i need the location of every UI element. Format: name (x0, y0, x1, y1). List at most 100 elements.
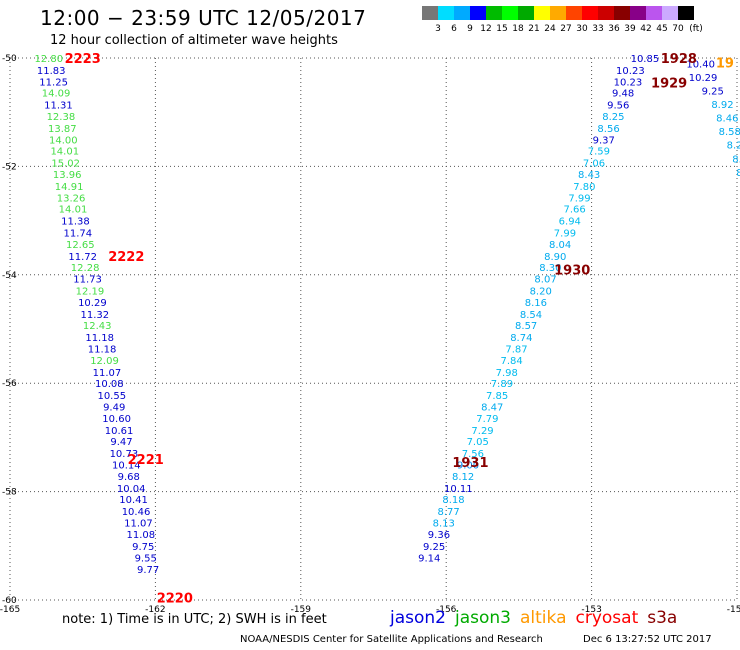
wave-height-value: 12.65 (66, 240, 95, 251)
pass-time-label: 1928 (661, 52, 697, 67)
wave-height-value: 10.23 (614, 77, 643, 88)
wave-height-value: 10.23 (616, 66, 645, 77)
pass-labels: 2223 2222 2221 2220 1928 1929 1930 1931 19 (65, 52, 734, 606)
wave-height-value: 10.61 (105, 426, 134, 437)
wave-height-value: 10.11 (444, 484, 473, 495)
wave-height-value: 7.85 (486, 391, 508, 402)
track-1928-1931: 10.8510.2310.239.489.568.258.569.377.597… (418, 54, 659, 565)
color-legend-label: 27 (560, 24, 572, 34)
wave-height-value: 15.02 (51, 159, 80, 170)
wave-height-value: 11.07 (124, 518, 153, 529)
wave-height-value: 8.07 (534, 275, 556, 286)
wave-height-value: 9.56 (607, 101, 629, 112)
wave-height-value: 7.89 (491, 379, 513, 390)
wave-height-value: 14.01 (59, 205, 88, 216)
wave-height-value: 11.73 (73, 275, 102, 286)
generated-timestamp: Dec 6 13:27:52 UTC 2017 (583, 634, 712, 645)
pass-time-label: 1929 (651, 76, 687, 91)
color-swatch (614, 6, 630, 20)
wave-height-value: 7.05 (467, 437, 489, 448)
wave-height-value: 8. (732, 154, 740, 165)
wave-height-value: 7.99 (568, 193, 590, 204)
wave-height-value: 10.04 (117, 484, 146, 495)
wave-height-value: 8.90 (544, 252, 566, 263)
satellite-s3a: s3a (647, 608, 678, 628)
wave-height-value: 13.26 (57, 193, 86, 204)
pass-time-label: 1931 (452, 456, 488, 471)
page-subtitle: 12 hour collection of altimeter wave hei… (50, 33, 338, 48)
satellite-altika: altika (520, 608, 567, 628)
x-tick-label: -150 (727, 605, 740, 615)
wave-height-value: 10.40 (686, 59, 715, 70)
wave-height-value: 10.46 (122, 507, 151, 518)
wave-height-tracks: 12.8011.8311.2514.0911.3112.3813.8714.00… (34, 54, 740, 576)
wave-height-value: 8.25 (602, 112, 624, 123)
wave-height-value: 11.83 (37, 66, 66, 77)
wave-height-value: 10.41 (119, 495, 148, 506)
wave-height-value: 6.94 (559, 217, 581, 228)
y-tick-label: -54 (2, 271, 17, 281)
wave-height-value: 7.29 (471, 426, 493, 437)
y-tick-label: -52 (2, 162, 17, 172)
wave-height-value: 8.46 (716, 114, 738, 125)
x-tick-label: -162 (145, 605, 165, 615)
wave-height-value: 9.77 (137, 565, 159, 576)
wave-height-value: 7.87 (505, 345, 527, 356)
wave-height-value: 12.80 (34, 54, 63, 65)
wave-height-value: 8.12 (452, 472, 474, 483)
color-swatch (646, 6, 662, 20)
wave-height-value: 7.56 (462, 449, 484, 460)
color-legend-label: 6 (451, 24, 457, 34)
x-tick-label: -156 (436, 605, 457, 615)
color-swatch (454, 6, 470, 20)
wave-height-value: 9.37 (593, 135, 615, 146)
color-legend-label: 18 (512, 24, 524, 34)
wave-height-value: 9.47 (110, 437, 132, 448)
wave-height-value: 11.32 (80, 310, 109, 321)
wave-height-value: 14.00 (49, 135, 78, 146)
y-tick-label: -58 (2, 488, 17, 498)
wave-height-value: 8.47 (481, 403, 503, 414)
satellite-legend: jason2 jason3 altika cryosat s3a (390, 608, 686, 628)
footer-note: note: 1) Time is in UTC; 2) SWH is in fe… (62, 612, 327, 627)
wave-height-value: 11.18 (85, 333, 114, 344)
wave-height-value: 12.28 (71, 263, 100, 274)
color-swatch (582, 6, 598, 20)
wave-height-value: 8.04 (549, 240, 571, 251)
wave-height-value: 7.98 (496, 368, 518, 379)
color-legend-label: 21 (528, 24, 540, 34)
wave-height-value: 8.58 (719, 127, 740, 138)
x-tick-label: -159 (291, 605, 312, 615)
wave-height-value: 7.79 (476, 414, 498, 425)
wave-height-value: 9.36 (428, 530, 450, 541)
wave-height-value: 13.96 (53, 170, 82, 181)
wave-height-value: 9.25 (702, 87, 724, 98)
color-legend-label: 42 (640, 24, 652, 34)
wave-height-value: 7.99 (554, 229, 576, 240)
wave-height-value: 8.43 (578, 170, 600, 181)
wave-height-value: 12.38 (47, 112, 76, 123)
page-title: 12:00 − 23:59 UTC 12/05/2017 (40, 6, 367, 30)
wave-height-value: 11.31 (44, 101, 73, 112)
pass-time-label: 2223 (65, 52, 101, 67)
wave-height-value: 8.77 (437, 507, 459, 518)
color-swatch (678, 6, 694, 20)
wave-height-value: 8.74 (510, 333, 532, 344)
color-swatch (662, 6, 678, 20)
track-2223-2220: 12.8011.8311.2514.0911.3112.3813.8714.00… (34, 54, 159, 576)
color-swatch (534, 6, 550, 20)
wave-height-value: 9.55 (135, 554, 157, 565)
color-legend-label: 15 (496, 24, 508, 34)
wave-height-value: 8.16 (525, 298, 547, 309)
color-legend-label: 9 (467, 24, 473, 34)
color-legend-unit: (ft) (689, 24, 703, 34)
wave-height-value: 12.09 (90, 356, 119, 367)
color-swatch (630, 6, 646, 20)
wave-height-value: 8.30 (539, 263, 561, 274)
color-swatch (566, 6, 582, 20)
color-legend-label: 12 (480, 24, 492, 34)
pass-time-label: 1930 (554, 263, 590, 278)
wave-height-value: 10.08 (95, 379, 124, 390)
wave-height-value: 9.25 (423, 542, 445, 553)
map-grid (9, 57, 738, 601)
